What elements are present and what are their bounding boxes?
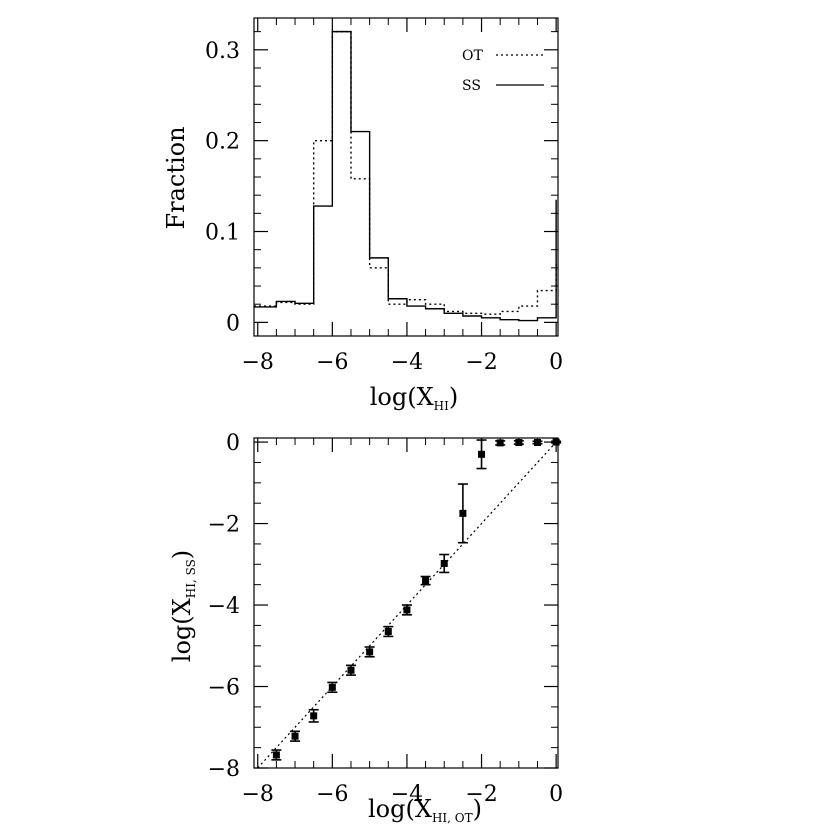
legend-label-ss: SS	[462, 78, 481, 94]
scatter-point	[440, 559, 448, 567]
scatter-x-tick-label: −8	[242, 782, 274, 807]
scatter-point	[403, 606, 411, 614]
scatter-y-tick-label: −6	[208, 676, 240, 701]
scatter-point	[272, 751, 280, 759]
scatter-point	[291, 732, 299, 740]
histogram-ticks	[254, 18, 558, 336]
scatter-ticks	[254, 438, 558, 769]
scatter-y-tick-label: −4	[208, 594, 240, 619]
histogram-y-tick-label: 0.2	[205, 130, 240, 155]
scatter-x-label-subscript: HI, OT	[432, 811, 473, 825]
scatter-points	[271, 438, 562, 761]
scatter-panel: −8 −6 −4 −2 0 −8−6−4−20 log(XHI, SS) log(XHI…	[168, 431, 563, 825]
legend-label-ot: OT	[462, 48, 483, 64]
histogram-y-axis-label: Fraction	[162, 126, 190, 229]
scatter-point	[366, 648, 374, 656]
scatter-point	[347, 666, 355, 674]
histogram-x-tick-labels: −8 −6 −4 −2 0	[242, 350, 564, 375]
histogram-x-tick-label: 0	[549, 350, 563, 375]
scatter-y-tick-label: −8	[208, 757, 240, 782]
scatter-x-axis-label: log(XHI, OT)	[368, 795, 482, 825]
scatter-point	[310, 712, 318, 720]
histogram-series-ss	[254, 30, 557, 322]
scatter-point	[478, 450, 486, 458]
scatter-y-label-subscript: HI, SS	[184, 559, 198, 598]
scatter-point	[422, 577, 430, 585]
scatter-x-label-main: log(X	[368, 795, 432, 823]
histogram-x-tick-label: −2	[465, 350, 497, 375]
histogram-legend: OT SS	[462, 48, 544, 94]
scatter-x-tick-label: −2	[465, 782, 497, 807]
histogram-x-label-close: )	[449, 383, 458, 411]
scatter-point	[328, 683, 336, 691]
scatter-point	[552, 438, 560, 446]
histogram-panel: −8 −6 −4 −2 0 0 0.1 0.2 0.3 OT SS Fraction log(…	[162, 17, 564, 413]
scatter-x-label-close: )	[473, 795, 482, 823]
histogram-series-ot	[254, 30, 557, 315]
histogram-y-tick-label: 0.1	[205, 221, 240, 246]
scatter-y-axis-label: log(XHI, SS)	[168, 550, 198, 662]
histogram-x-axis-label: log(XHI)	[370, 383, 459, 413]
scatter-y-tick-label: 0	[226, 431, 240, 456]
histogram-series	[254, 30, 557, 322]
scatter-point	[384, 628, 392, 636]
scatter-y-tick-labels: −8 −6 −4 −2 0	[208, 431, 240, 782]
scatter-x-tick-labels: −8 −6 −4 −2 0	[242, 782, 564, 807]
histogram-x-tick-label: −4	[391, 350, 423, 375]
scatter-y-tick-label: −2	[208, 513, 240, 538]
histogram-x-label-main: log(X	[370, 383, 434, 411]
scatter-x-tick-label: −4	[391, 782, 423, 807]
scatter-x-tick-label: 0	[549, 782, 563, 807]
scatter-x-tick-label: −6	[316, 782, 348, 807]
histogram-y-tick-labels: 0 0.1 0.2 0.3	[205, 39, 240, 337]
histogram-y-tick-label: 0.3	[205, 39, 240, 64]
scatter-frame	[253, 437, 559, 769]
scatter-point	[533, 438, 541, 446]
histogram-frame	[253, 17, 559, 337]
histogram-x-tick-label: −6	[316, 350, 348, 375]
scatter-point	[496, 439, 504, 447]
histogram-x-tick-label: −8	[242, 350, 274, 375]
scatter-y-label-main: log(X	[168, 598, 196, 662]
histogram-y-tick-label: 0	[226, 311, 240, 336]
scatter-y-label-close: )	[168, 550, 196, 559]
histogram-x-label-subscript: HI	[434, 399, 449, 413]
scatter-point	[459, 509, 467, 517]
scatter-point	[515, 438, 523, 446]
